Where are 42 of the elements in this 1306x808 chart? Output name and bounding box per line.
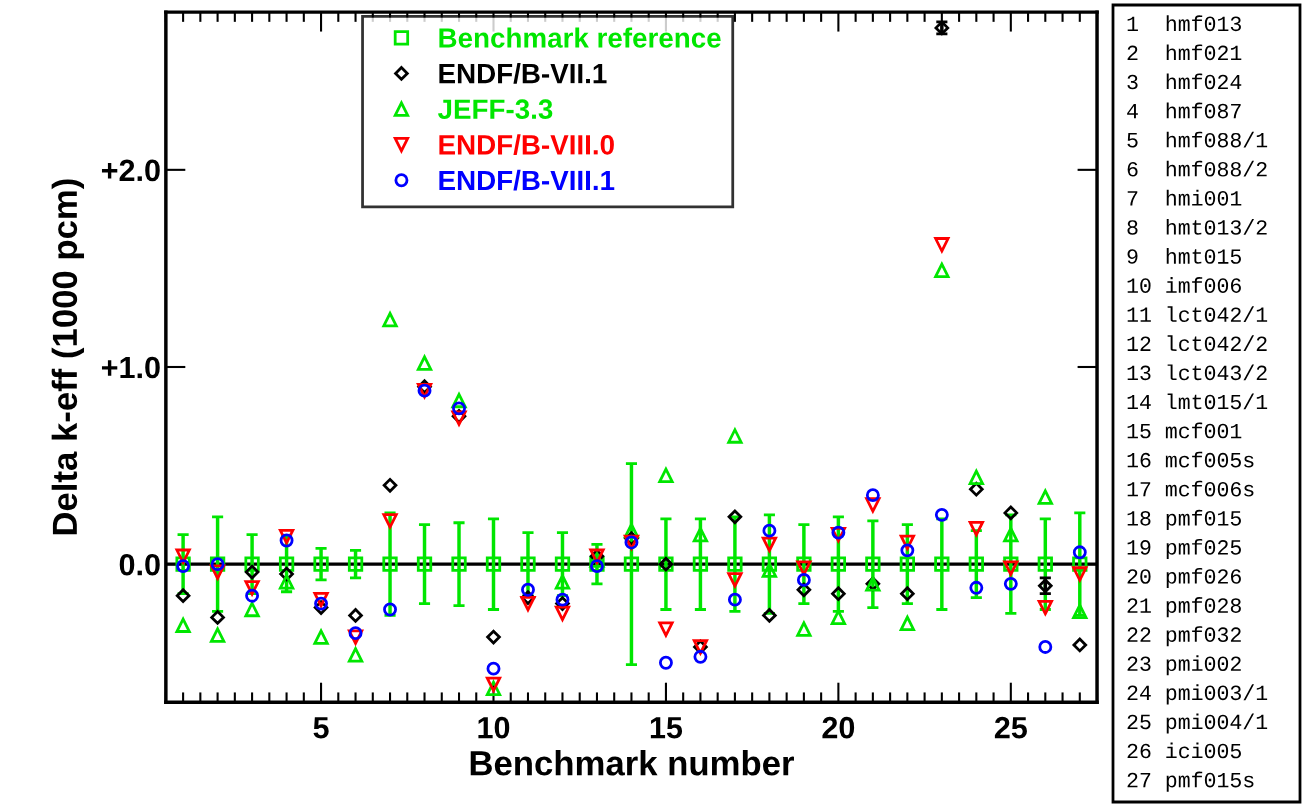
text: 27 pmf015s [1127,771,1254,792]
text: 26 ici005 [1127,742,1241,759]
text: 14 lmt015/1 [1127,393,1268,410]
text: 6 hmf088/2 [1127,160,1267,177]
text: 10 imf006 [1127,277,1241,293]
text: 11 lct042/1 [1127,306,1268,323]
text: 13 lct043/2 [1127,364,1267,381]
text: 19 pmf025 [1127,538,1241,559]
text: 3 hmf024 [1127,73,1242,90]
text: 15 mcf001 [1127,422,1242,439]
text: 22 pmf032 [1127,626,1241,647]
text: 21 pmf028 [1127,597,1241,618]
y-tick-label: +2.0 [101,159,160,182]
text: 20 pmf026 [1127,567,1241,589]
text: 12 lct042/2 [1127,335,1267,352]
legend-label: ENDF/B-VII.1 [439,63,607,84]
x-tick-label: 20 [822,716,855,739]
x-axis-title: Benchmark number [470,750,794,776]
y-axis-title: Delta k-eff (1000 pcm) [51,179,85,535]
text: 16 mcf005s [1127,451,1254,468]
legend-label: ENDF/B-VIII.1 [439,169,615,191]
x-tick-label: 5 [313,717,329,739]
legend-label: JEFF-3.3 [437,99,553,120]
text: 24 pmi003/1 [1127,684,1268,705]
text: 23 pmi002 [1127,655,1241,676]
y-tick-label: +1.0 [101,356,160,379]
legend-label: Benchmark reference [439,27,721,48]
text: 7 hmi001 [1127,189,1242,206]
text: 8 hmt013/2 [1127,218,1267,235]
x-tick-label: 25 [994,716,1027,739]
text: 18 pmf015 [1127,509,1241,530]
text: 1 hmf013 [1127,15,1241,32]
legend-label: ENDF/B-VIII.0 [439,134,614,155]
text: 2 hmf021 [1127,44,1242,61]
text: 25 pmi004/1 [1127,713,1268,734]
x-tick-label: 15 [650,717,683,739]
text: 4 hmf087 [1127,102,1241,119]
x-tick-label: 10 [478,716,510,739]
text: 5 hmf088/1 [1127,131,1268,148]
y-tick-label: 0.0 [119,553,160,576]
text: 9 hmt015 [1127,248,1241,264]
text: 17 mcf006s [1127,480,1254,497]
